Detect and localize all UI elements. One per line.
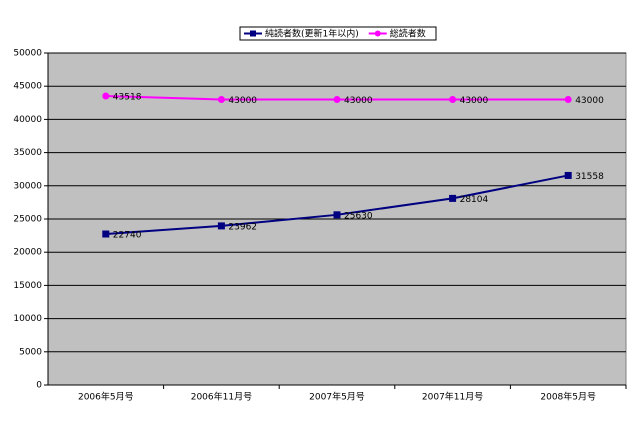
legend-label: 総読者数 [390,28,426,40]
marker [102,92,110,100]
data-label: 31558 [575,172,604,182]
marker [449,95,457,103]
data-label: 22740 [113,231,142,241]
y-tick-label: 25000 [13,215,42,225]
data-label: 43518 [113,93,142,103]
marker [333,95,341,103]
y-tick-label: 35000 [13,148,42,158]
data-label: 25630 [344,211,373,221]
x-tick-label: 2007年5月号 [309,391,365,403]
data-label: 43000 [575,96,604,106]
data-label: 23962 [228,222,257,232]
y-tick-label: 40000 [13,115,42,125]
marker [102,230,110,238]
data-label: 43000 [228,96,257,106]
marker [564,171,572,179]
y-tick-label: 0 [36,381,42,391]
y-tick-label: 15000 [13,281,42,291]
y-tick-label: 10000 [13,314,42,324]
data-label: 43000 [344,96,373,106]
x-tick-label: 2008年5月号 [540,391,596,403]
marker [333,211,341,219]
y-tick-label: 20000 [13,248,42,258]
legend-box [239,26,437,41]
x-tick-label: 2006年11月号 [191,391,252,403]
marker [564,95,572,103]
x-tick-label: 2007年11月号 [422,391,483,403]
marker [449,194,457,202]
marker [217,95,225,103]
y-tick-label: 5000 [19,347,42,357]
legend-label: 純読者数(更新1年以内) [265,28,359,40]
legend-marker [250,30,256,37]
marker [217,222,225,230]
legend-marker [374,30,381,37]
y-tick-label: 45000 [13,82,42,92]
y-tick-label: 30000 [13,181,42,191]
data-label: 43000 [460,96,489,106]
data-label: 28104 [460,195,489,205]
y-tick-label: 50000 [13,49,42,59]
x-tick-label: 2006年5月号 [78,391,134,403]
